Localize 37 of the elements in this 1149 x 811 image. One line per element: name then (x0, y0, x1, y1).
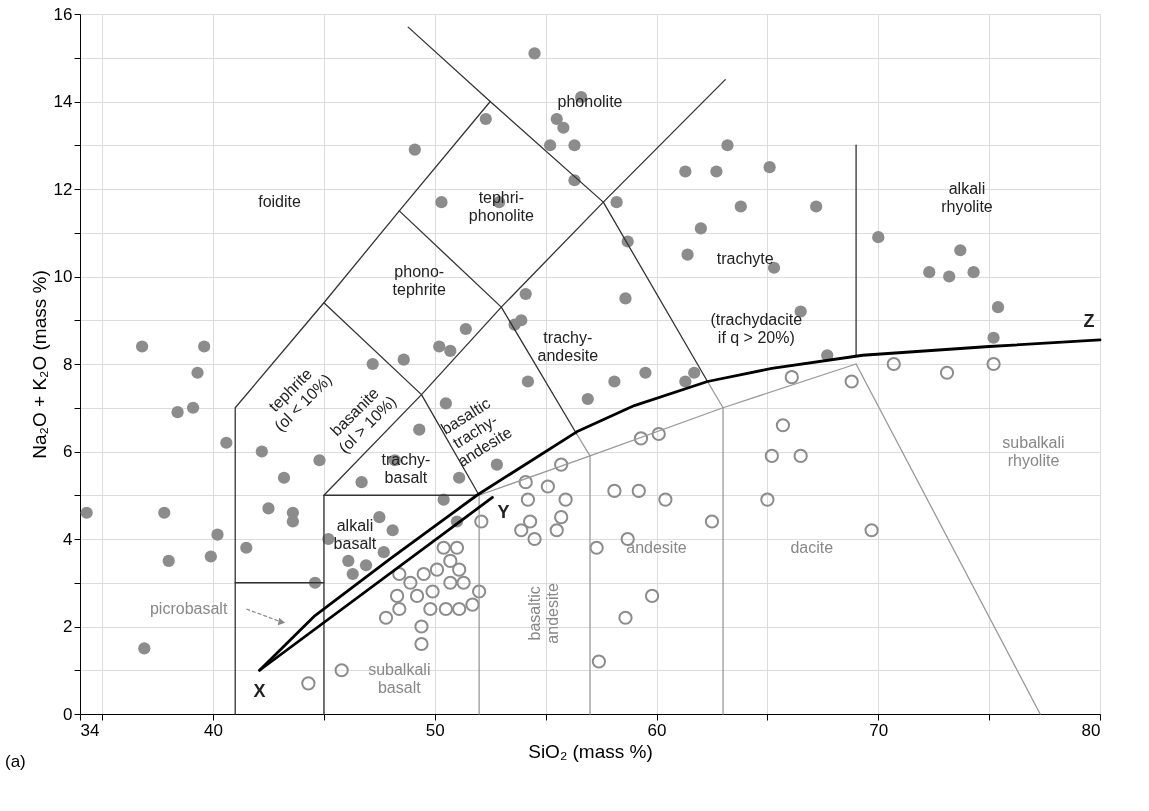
y-tick-label: 10 (53, 267, 73, 286)
annotation: alkali basalt (333, 516, 377, 552)
text: (a) (5, 752, 26, 771)
annotation: dacite (790, 538, 834, 556)
x-tick-label: 50 (425, 720, 445, 740)
y-tick-label: 6 (63, 442, 73, 461)
annotation: foidite (258, 193, 302, 211)
x-tick-label: 60 (647, 720, 667, 740)
y-tick-label: 14 (53, 92, 73, 111)
annotation: Z (1083, 311, 1095, 332)
annotation: Y (497, 501, 510, 522)
annotation: tephri- phonolite (468, 188, 534, 224)
annotation: trachy- andesite (537, 328, 599, 364)
annotation: phonolite (557, 92, 623, 110)
y-tick-label: 4 (63, 529, 73, 549)
y-tick-label: 12 (53, 179, 73, 199)
x-tick-label: 80 (1081, 720, 1101, 740)
x-tick-label: 70 (869, 720, 889, 740)
annotation: subalkali rhyolite (1002, 433, 1065, 469)
annotation: trachy- basalt (381, 451, 431, 487)
y-tick-label: 0 (63, 704, 73, 724)
x-tick-label: 40 (204, 720, 223, 740)
x-axis-title: SiO₂ (mass %) (528, 740, 653, 762)
annotation: (trachydacite if q > 20%) (710, 311, 803, 347)
annotation: subalkali basalt (368, 661, 431, 697)
annotation: basaltic andesite (525, 583, 561, 644)
annotation: trachyte (716, 250, 774, 267)
y-tick-label: 16 (53, 4, 73, 24)
y-tick-label: 2 (63, 617, 73, 636)
x-tick-label: 34 (80, 720, 100, 740)
annotation: phono- tephrite (392, 263, 447, 299)
annotation: alkali rhyolite (941, 180, 993, 215)
y-tick-label: 8 (63, 354, 73, 374)
annotation: andesite (626, 538, 687, 556)
annotation: X (253, 681, 266, 702)
y-axis-title: Na₂O + K₂O (mass %) (28, 270, 50, 459)
annotation: picrobasalt (149, 600, 228, 617)
